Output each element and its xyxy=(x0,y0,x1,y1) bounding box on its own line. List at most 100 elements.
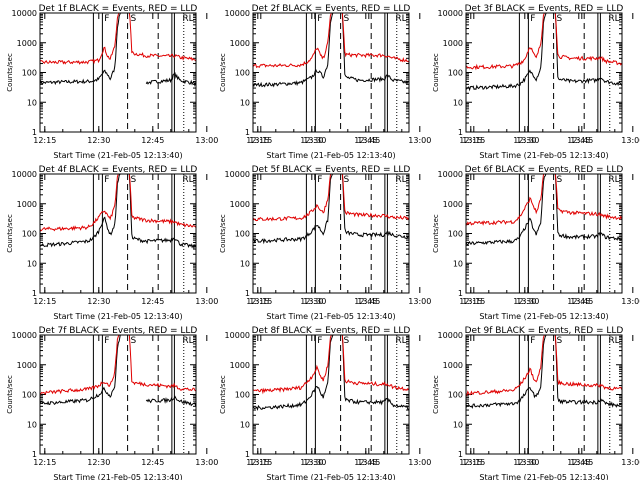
y-axis-label: Counts/sec xyxy=(6,214,14,253)
y-axis-label: Counts/sec xyxy=(6,375,14,414)
y-tick-label: 100 xyxy=(235,230,250,239)
x-tick-label: 12:45 xyxy=(141,458,164,467)
panel-frame xyxy=(465,12,623,133)
marker-label: F xyxy=(104,14,109,24)
y-tick-label: 100 xyxy=(448,391,463,400)
y-tick-label: 1000 xyxy=(230,39,250,48)
x-tick-label: 13:00 xyxy=(408,458,431,467)
y-tick-label: 1000 xyxy=(443,361,463,370)
x-tick-label: 12:30 xyxy=(300,136,323,145)
y-tick-label: 1000 xyxy=(17,39,37,48)
lld-path xyxy=(253,13,409,69)
marker-label: S xyxy=(343,175,349,185)
lld-path xyxy=(40,174,196,232)
x-tick-label: 12:45 xyxy=(141,136,164,145)
x-tick-label: 13:00 xyxy=(621,458,640,467)
panel-frame xyxy=(252,12,410,133)
y-tick-label: 10000 xyxy=(225,9,250,18)
events-path xyxy=(40,13,121,86)
lld-path xyxy=(253,335,409,395)
x-tick-label: 12:45 xyxy=(567,458,590,467)
y-tick-label: 1000 xyxy=(17,200,37,209)
events-path xyxy=(253,13,409,88)
x-axis-label: Start Time (21-Feb-05 12:13:40) xyxy=(479,312,608,321)
y-tick-label: 10 xyxy=(240,259,250,268)
y-tick-label: 10 xyxy=(240,98,250,107)
x-tick-label: 13:30 xyxy=(303,458,326,467)
panel-frame xyxy=(39,12,197,133)
x-tick-label: 13:30 xyxy=(516,297,539,306)
marker-label: F xyxy=(530,175,535,185)
marker-label: S xyxy=(556,336,562,346)
marker-label: RL xyxy=(182,14,193,24)
panel-title: Det 4f BLACK = Events, RED = LLD xyxy=(39,165,198,175)
x-tick-label: 13:30 xyxy=(303,297,326,306)
panel-title: Det 7f BLACK = Events, RED = LLD xyxy=(39,326,198,336)
lld-series-line xyxy=(253,13,409,69)
lld-series-line xyxy=(40,335,196,396)
lld-series-line xyxy=(253,335,409,395)
y-axis-label: Counts/sec xyxy=(432,53,440,92)
panel-title: Det 2f BLACK = Events, RED = LLD xyxy=(252,4,411,14)
panel-frame xyxy=(252,334,410,455)
x-tick-label: 13:00 xyxy=(621,297,640,306)
y-tick-label: 1 xyxy=(32,128,37,137)
x-tick-label: 13:45 xyxy=(570,297,593,306)
y-tick-label: 1 xyxy=(458,128,463,137)
y-tick-label: 10 xyxy=(453,420,463,429)
lld-series-line xyxy=(466,335,622,397)
marker-label: S xyxy=(130,336,136,346)
x-tick-label: 13:00 xyxy=(408,297,431,306)
panel-title: Det 9f BLACK = Events, RED = LLD xyxy=(465,326,624,336)
x-tick-label: 12:15 xyxy=(33,458,56,467)
marker-label: F xyxy=(317,336,322,346)
y-tick-label: 1 xyxy=(458,450,463,459)
y-tick-label: 1 xyxy=(245,128,250,137)
marker-label: RL xyxy=(395,14,406,24)
y-tick-label: 1 xyxy=(32,450,37,459)
panel-det-9: Det 9f BLACK = Events, RED = LLD Counts/s… xyxy=(432,326,640,480)
lld-series-line xyxy=(40,174,196,232)
marker-label: RL xyxy=(608,14,619,24)
marker-label: RL xyxy=(182,336,193,346)
x-tick-label: 13:30 xyxy=(516,136,539,145)
events-path xyxy=(145,395,196,407)
lld-path xyxy=(40,13,196,65)
marker-label: RL xyxy=(608,175,619,185)
y-tick-label: 100 xyxy=(235,391,250,400)
marker-label: S xyxy=(343,14,349,24)
x-tick-label: 13:30 xyxy=(303,136,326,145)
y-tick-label: 1000 xyxy=(443,200,463,209)
y-axis-label: Counts/sec xyxy=(219,53,227,92)
y-tick-label: 10000 xyxy=(12,9,37,18)
x-tick-label: 12:15 xyxy=(459,136,482,145)
panel-frame xyxy=(465,334,623,455)
lld-series-line xyxy=(40,13,196,65)
x-tick-label: 12:30 xyxy=(87,458,110,467)
y-tick-label: 1 xyxy=(32,289,37,298)
x-tick-label: 13:00 xyxy=(621,136,640,145)
panel-det-8: Det 8f BLACK = Events, RED = LLD Counts/s… xyxy=(219,326,593,480)
y-tick-label: 10 xyxy=(240,420,250,429)
marker-label: F xyxy=(317,14,322,24)
panel-title: Det 6f BLACK = Events, RED = LLD xyxy=(465,165,624,175)
y-axis-label: Counts/sec xyxy=(432,375,440,414)
events-path xyxy=(466,174,622,246)
events-path xyxy=(253,174,409,245)
x-tick-label: 12:15 xyxy=(33,297,56,306)
lld-path xyxy=(40,335,196,396)
panel-frame xyxy=(39,334,197,455)
x-tick-label: 13:15 xyxy=(249,136,272,145)
y-tick-label: 100 xyxy=(22,391,37,400)
y-tick-label: 1 xyxy=(245,289,250,298)
x-tick-label: 13:15 xyxy=(462,458,485,467)
events-path xyxy=(145,72,196,87)
marker-label: RL xyxy=(182,175,193,185)
marker-label: RL xyxy=(608,336,619,346)
y-tick-label: 10 xyxy=(27,420,37,429)
panel-frame xyxy=(465,173,623,294)
events-series-line xyxy=(40,174,196,250)
y-tick-label: 10 xyxy=(453,98,463,107)
events-series-line xyxy=(466,335,622,409)
